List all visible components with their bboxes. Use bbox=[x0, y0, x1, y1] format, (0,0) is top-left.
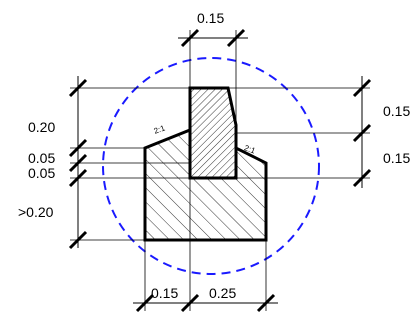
right-tick-88 bbox=[352, 78, 372, 98]
left-bottom-height-label: >0.20 bbox=[18, 204, 54, 220]
left-tick-178 bbox=[68, 168, 88, 188]
left-tick-163 bbox=[68, 153, 88, 173]
bottom-tick-mid bbox=[180, 293, 200, 313]
bottom-tick-left bbox=[135, 293, 155, 313]
left-step-upper-label: 0.05 bbox=[28, 150, 55, 166]
top-tick-right bbox=[226, 28, 246, 48]
bottom-right-width-label: 0.25 bbox=[209, 285, 236, 301]
right-tick-178 bbox=[352, 168, 372, 188]
left-tick-148 bbox=[68, 138, 88, 158]
bottom-tick-right bbox=[256, 293, 276, 313]
bottom-left-width-label: 0.15 bbox=[151, 285, 178, 301]
slope-label-left: 2:1 bbox=[153, 123, 167, 135]
detail-circle bbox=[102, 57, 320, 275]
right-lower-height-label: 0.15 bbox=[383, 150, 410, 166]
top-tick-left bbox=[180, 28, 200, 48]
top-width-label: 0.15 bbox=[197, 10, 224, 26]
left-step-lower-label: 0.05 bbox=[28, 165, 55, 181]
slope-label-right: 2:1 bbox=[243, 143, 257, 155]
curb-block bbox=[188, 86, 238, 180]
right-upper-height-label: 0.15 bbox=[383, 103, 410, 119]
left-tick-240 bbox=[68, 230, 88, 250]
left-tick-88 bbox=[68, 78, 88, 98]
left-upper-height-label: 0.20 bbox=[28, 119, 55, 135]
right-tick-133 bbox=[352, 123, 372, 143]
